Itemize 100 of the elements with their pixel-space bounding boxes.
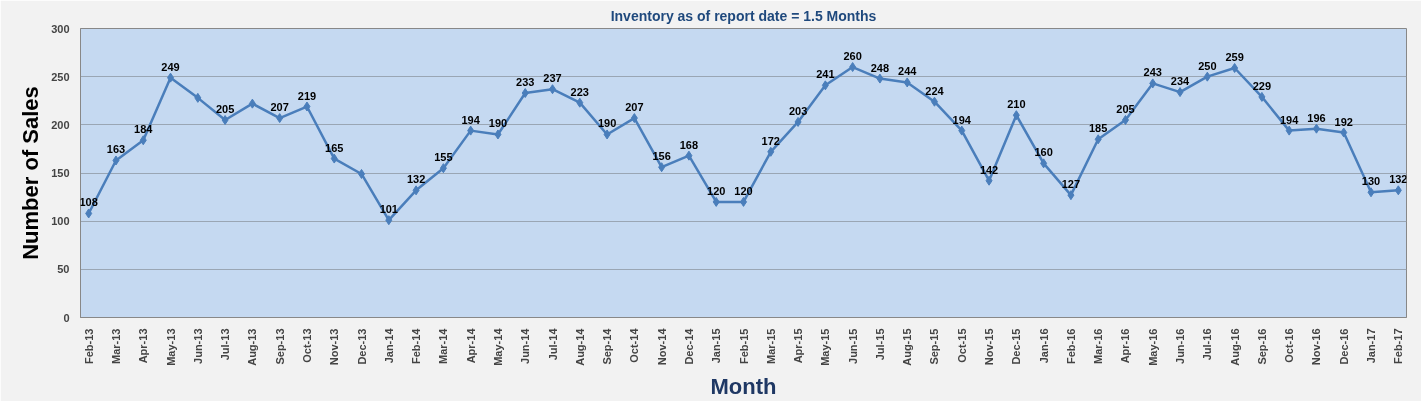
point (549, 84, 557, 95)
point (521, 88, 529, 99)
point (1094, 134, 1102, 145)
data-label: 205 (215, 103, 235, 116)
data-label: 223 (570, 85, 589, 98)
x-tick-label: May-14 (491, 327, 504, 366)
data-label: 194 (461, 113, 481, 126)
point (112, 155, 120, 166)
x-tick-label: Nov-16 (1310, 328, 1323, 366)
data-label: 101 (379, 203, 398, 216)
data-label: 165 (325, 141, 344, 154)
x-tick-label: Sep-13 (273, 328, 286, 365)
y-tick-label: 150 (51, 167, 70, 179)
x-tick-label: Jan-17 (1365, 328, 1378, 364)
data-label: 194 (952, 113, 972, 126)
point (630, 113, 638, 124)
x-tick-label: Mar-14 (437, 327, 450, 364)
x-tick-label: May-16 (1146, 328, 1159, 366)
x-tick-label: Oct-14 (628, 327, 641, 363)
x-tick-label: May-13 (164, 328, 177, 366)
data-label: 130 (1361, 175, 1381, 188)
y-tick-label: 100 (51, 215, 70, 228)
point (467, 125, 475, 136)
x-tick-label: Aug-13 (246, 328, 259, 366)
data-label: 132 (1389, 173, 1408, 186)
point (85, 208, 93, 219)
x-tick-label: Jan-14 (382, 327, 395, 364)
x-tick-label: Feb-17 (1392, 328, 1405, 364)
data-label: 172 (761, 134, 780, 147)
point (1176, 87, 1184, 98)
point (1258, 91, 1266, 102)
x-tick-label: Nov-13 (328, 328, 341, 366)
data-label: 132 (406, 173, 426, 186)
x-tick-label: Dec-13 (355, 328, 368, 365)
x-tick-label: Oct-15 (955, 328, 968, 363)
data-label: 244 (898, 65, 918, 78)
x-tick-label: Aug-14 (573, 327, 586, 366)
data-label: 190 (488, 117, 508, 130)
point (412, 185, 420, 196)
point (139, 135, 147, 146)
data-label: 259 (1225, 51, 1244, 63)
x-tick-label: Jan-15 (710, 328, 723, 364)
x-tick-label: Aug-16 (1228, 328, 1241, 366)
data-label: 237 (543, 72, 562, 85)
data-label: 234 (1170, 75, 1191, 88)
point (712, 196, 720, 207)
point (1012, 110, 1020, 121)
x-tick-label: Aug-15 (901, 328, 914, 366)
data-label: 163 (106, 143, 126, 156)
point (767, 146, 775, 157)
x-tick-label: Apr-16 (1119, 328, 1132, 364)
point (439, 163, 447, 174)
data-label: 190 (597, 117, 617, 130)
data-label: 250 (1198, 59, 1217, 72)
x-tick-label: Dec-15 (1010, 328, 1023, 365)
x-tick-label: Oct-13 (300, 328, 313, 363)
point (958, 125, 966, 136)
point (330, 153, 338, 164)
y-tick-label: 300 (51, 22, 70, 35)
y-axis-title: Number of Sales (18, 86, 44, 260)
point (903, 77, 911, 88)
data-label: 155 (434, 151, 453, 164)
x-tick-label: Dec-14 (682, 327, 695, 365)
x-axis-title: Month (710, 373, 777, 399)
x-tick-label: Jan-16 (1037, 328, 1050, 364)
data-label: 120 (734, 184, 753, 197)
point (658, 162, 666, 173)
point (849, 62, 857, 73)
x-tick-label: Dec-16 (1337, 328, 1350, 365)
point (494, 129, 502, 140)
point (1121, 115, 1129, 126)
point (248, 98, 256, 109)
x-tick-label: Feb-13 (82, 328, 95, 364)
x-tick-label: Jul-15 (873, 328, 886, 361)
point (876, 73, 884, 84)
x-tick-label: Mar-13 (109, 328, 122, 364)
data-label: 194 (1280, 113, 1300, 126)
x-tick-label: Jul-13 (219, 328, 232, 361)
point (1067, 190, 1075, 201)
x-tick-label: Oct-16 (1283, 328, 1296, 363)
x-tick-label: Jul-16 (1201, 328, 1214, 361)
x-tick-label: Jul-14 (546, 327, 559, 361)
data-label: 185 (1089, 122, 1108, 135)
point (167, 72, 175, 83)
data-label: 207 (270, 101, 289, 114)
data-label: 127 (1061, 178, 1081, 191)
point (1312, 123, 1320, 134)
x-tick-label: Mar-15 (764, 328, 777, 364)
data-label: 249 (161, 60, 180, 73)
x-tick-label: Jun-13 (191, 328, 204, 364)
x-tick-label: Jun-16 (1174, 328, 1187, 364)
data-label: 160 (1034, 146, 1053, 159)
chart-title: Inventory as of report date = 1.5 Months (610, 7, 877, 24)
data-label: 196 (1307, 111, 1326, 124)
point (1203, 71, 1211, 82)
x-tick-label: May-15 (819, 328, 832, 366)
data-label: 229 (1252, 79, 1272, 92)
point (985, 175, 993, 186)
data-label: 203 (788, 104, 808, 117)
point (1340, 127, 1348, 138)
